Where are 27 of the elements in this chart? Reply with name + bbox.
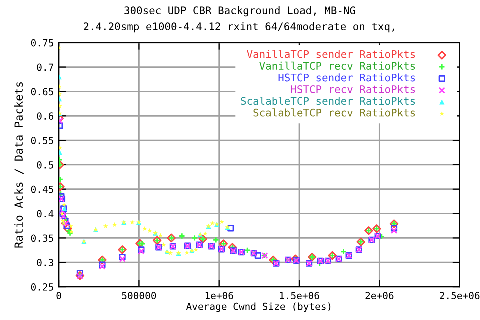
- legend-label: HSTCP sender RatioPkts: [278, 74, 416, 82]
- legend-label: HSTCP recv RatioPkts: [291, 85, 416, 94]
- y-axis-title: Ratio Acks / Data Packets: [14, 82, 24, 248]
- y-tick-label: 0.4: [37, 210, 54, 218]
- x-tick-label: 2.5e+06: [440, 292, 480, 300]
- x-axis-title: Average Cwnd Size (bytes): [186, 302, 331, 312]
- legend-label: ScalableTCP recv RatioPkts: [254, 108, 416, 117]
- chart-subtitle: 2.4.20smp e1000-4.4.12 rxint 64/64moderate on txq,: [84, 22, 394, 33]
- legend-label: ScalableTCP sender RatioPkts: [241, 96, 416, 106]
- y-tick-label: 0.7: [37, 64, 54, 72]
- legend-label: VanillaTCP recv RatioPkts: [260, 62, 416, 70]
- y-tick-label: 0.5: [37, 161, 54, 169]
- y-tick-label: 0.35: [31, 234, 54, 242]
- y-tick-label: 0.65: [31, 88, 54, 96]
- legend-label: VanillaTCP sender RatioPkts: [247, 50, 416, 58]
- x-tick-label: 2e+06: [366, 292, 394, 300]
- x-tick-label: 1e+06: [206, 292, 234, 300]
- y-tick-label: 0.25: [31, 284, 54, 291]
- x-tick-label: 500000: [122, 292, 156, 300]
- y-tick-label: 0.6: [37, 112, 54, 120]
- y-tick-label: 0.3: [37, 259, 54, 266]
- y-tick-label: 0.55: [31, 137, 54, 144]
- x-tick-label: 0: [56, 292, 62, 300]
- x-tick-label: 1.5e+06: [280, 292, 320, 300]
- chart-title: 300sec UDP CBR Background Load, MB-NG: [124, 6, 356, 17]
- y-tick-label: 0.45: [31, 186, 54, 194]
- y-tick-label: 0.75: [31, 39, 54, 47]
